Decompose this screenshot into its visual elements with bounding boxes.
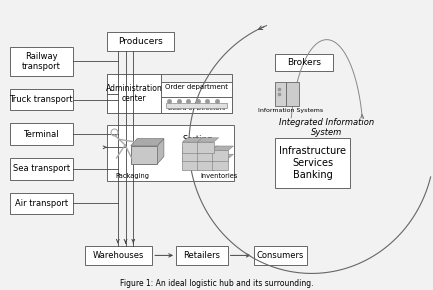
FancyBboxPatch shape: [10, 89, 73, 110]
Text: Brokers: Brokers: [287, 58, 321, 67]
Text: Producers: Producers: [118, 37, 163, 46]
Text: Truck transport: Truck transport: [10, 95, 73, 104]
Text: Administration
center: Administration center: [106, 84, 162, 104]
Text: Infrastructure
Services
Banking: Infrastructure Services Banking: [279, 146, 346, 180]
FancyBboxPatch shape: [275, 138, 350, 188]
Text: Railway
transport: Railway transport: [22, 52, 61, 71]
FancyBboxPatch shape: [197, 159, 213, 170]
Text: Integrated Information
System: Integrated Information System: [279, 118, 374, 137]
Polygon shape: [182, 138, 204, 142]
Text: Consumers: Consumers: [257, 251, 304, 260]
Polygon shape: [212, 154, 233, 159]
FancyBboxPatch shape: [176, 246, 228, 265]
FancyBboxPatch shape: [85, 246, 152, 265]
Polygon shape: [131, 139, 164, 146]
FancyBboxPatch shape: [182, 159, 199, 170]
FancyBboxPatch shape: [107, 125, 234, 181]
FancyBboxPatch shape: [275, 81, 286, 106]
FancyBboxPatch shape: [10, 158, 73, 180]
Polygon shape: [158, 139, 164, 164]
Text: Sorting
Storage: Sorting Storage: [181, 135, 214, 155]
FancyBboxPatch shape: [212, 159, 228, 170]
Text: Packaging: Packaging: [116, 173, 150, 179]
FancyBboxPatch shape: [286, 81, 299, 106]
Polygon shape: [182, 146, 204, 150]
Text: Sea transport: Sea transport: [13, 164, 70, 173]
Text: Warehouses: Warehouses: [93, 251, 145, 260]
FancyBboxPatch shape: [275, 54, 333, 71]
FancyBboxPatch shape: [253, 246, 307, 265]
FancyBboxPatch shape: [161, 81, 232, 97]
Text: Retailers: Retailers: [183, 251, 220, 260]
FancyBboxPatch shape: [10, 193, 73, 214]
Text: Terminal: Terminal: [23, 130, 59, 139]
FancyBboxPatch shape: [131, 146, 158, 164]
Text: Board of Directors: Board of Directors: [168, 106, 225, 111]
Text: Information Systems: Information Systems: [259, 108, 323, 113]
FancyBboxPatch shape: [10, 47, 73, 76]
FancyBboxPatch shape: [212, 150, 228, 161]
FancyBboxPatch shape: [166, 104, 227, 108]
FancyBboxPatch shape: [10, 123, 73, 145]
FancyBboxPatch shape: [197, 150, 213, 161]
Polygon shape: [197, 138, 219, 142]
Polygon shape: [182, 154, 204, 159]
Text: Order department: Order department: [165, 84, 228, 90]
FancyBboxPatch shape: [107, 74, 161, 113]
Polygon shape: [212, 146, 233, 150]
Polygon shape: [197, 154, 219, 159]
Text: Inventories: Inventories: [200, 173, 238, 179]
FancyBboxPatch shape: [182, 150, 199, 161]
FancyBboxPatch shape: [197, 142, 213, 153]
Text: Air transport: Air transport: [15, 199, 68, 208]
FancyBboxPatch shape: [182, 142, 199, 153]
FancyBboxPatch shape: [161, 97, 232, 113]
Polygon shape: [197, 146, 219, 150]
Text: Figure 1: An ideal logistic hub and its surrounding.: Figure 1: An ideal logistic hub and its …: [120, 279, 313, 288]
FancyBboxPatch shape: [107, 32, 174, 51]
